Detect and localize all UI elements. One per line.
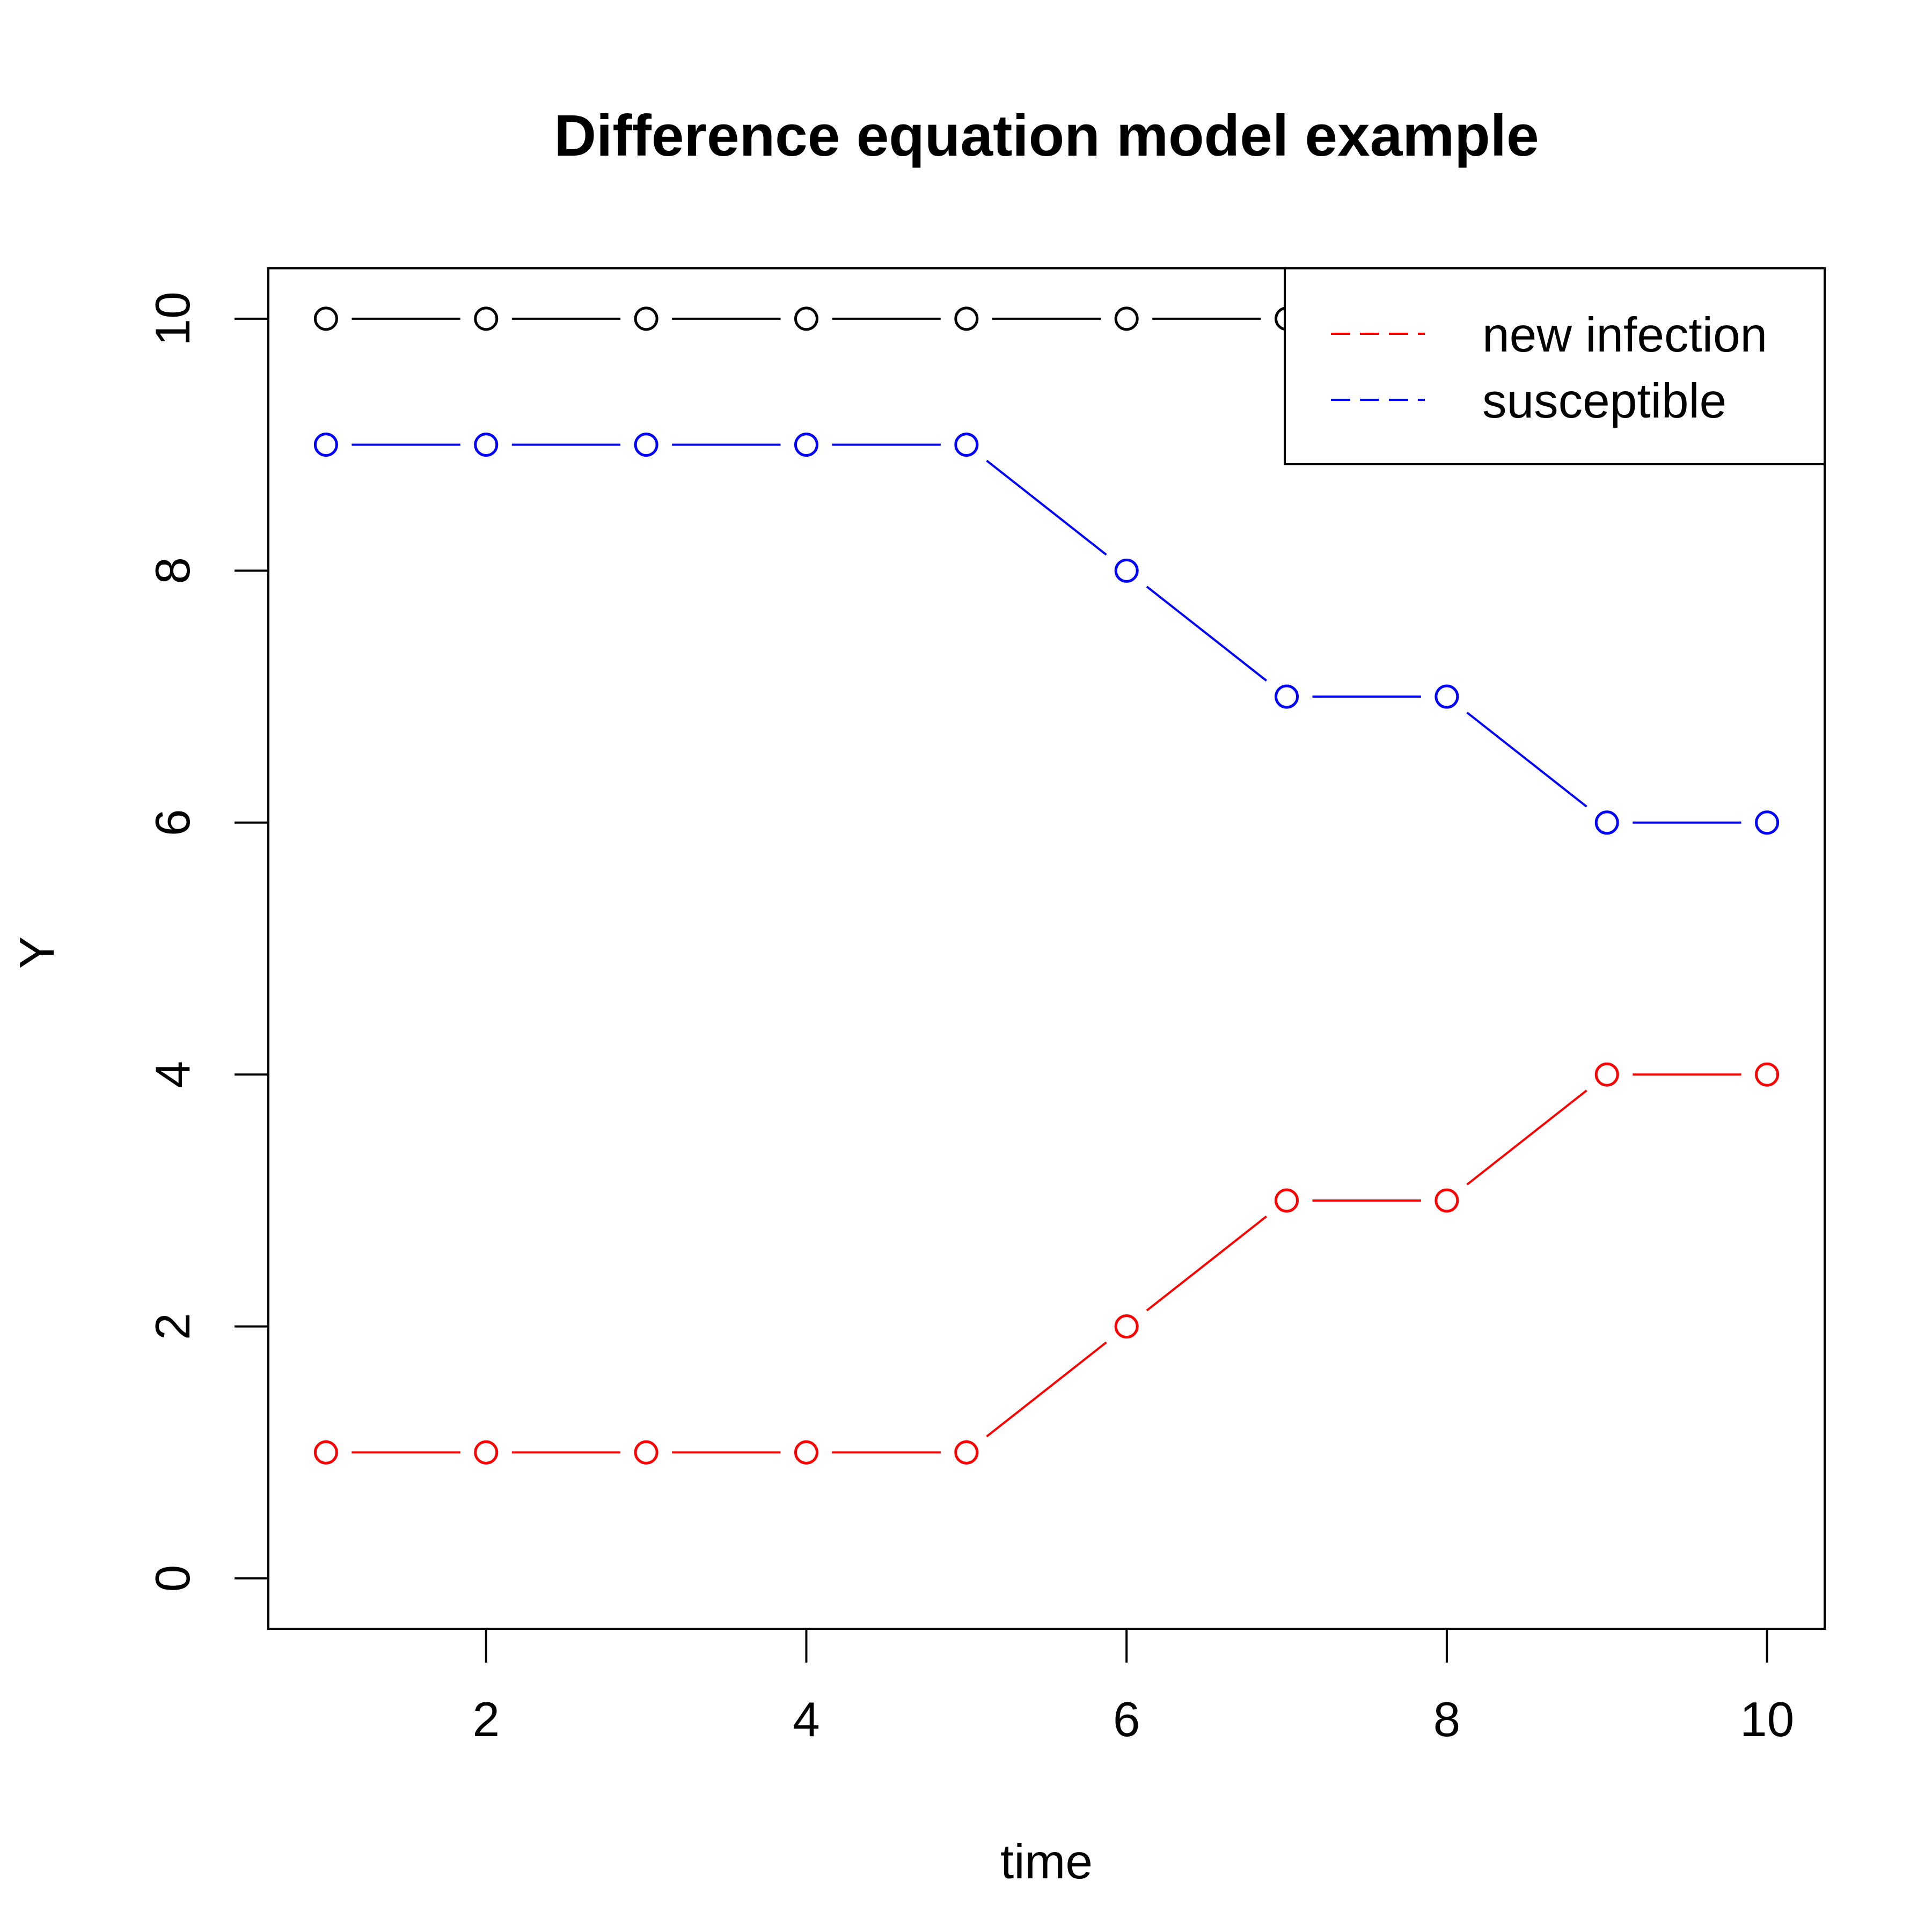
series-susceptible-point-4 [794,433,818,457]
series-susceptible-point-1 [313,433,338,457]
series-new-infection-segment-5 [986,1341,1107,1438]
series-new-infection-point-10 [1755,1062,1780,1087]
y-tick-label-8: 8 [146,557,200,584]
series-new-infection-point-4 [794,1440,818,1465]
plot-frame [267,267,1826,1630]
y-tick-label-4: 4 [146,1061,200,1088]
x-tick-label-2: 2 [472,1693,500,1747]
series-new-infection-point-6 [1114,1314,1139,1339]
series-total-point-2 [474,306,499,331]
series-new-infection-point-5 [954,1440,979,1465]
series-susceptible-point-8 [1435,684,1459,709]
series-susceptible-segment-8 [1466,712,1587,808]
series-new-infection-point-1 [313,1440,338,1465]
y-tick-label-2: 2 [146,1313,200,1340]
series-new-infection-point-3 [634,1440,658,1465]
series-new-infection [313,1062,1780,1465]
series-total-point-6 [1114,306,1139,331]
legend-label-new-infection: new infection [1482,308,1767,362]
series-susceptible-segment-5 [986,459,1107,556]
y-tick-label-10: 10 [146,291,200,346]
series-susceptible-point-3 [634,433,658,457]
series-new-infection-point-8 [1435,1188,1459,1213]
series-susceptible-point-2 [474,433,499,457]
series-susceptible-point-10 [1755,810,1780,835]
series-new-infection-point-9 [1594,1062,1619,1087]
legend-box [1284,267,1826,465]
x-tick-label-8: 8 [1433,1693,1461,1747]
y-tick-label-0: 0 [146,1565,200,1592]
x-tick-label-4: 4 [793,1693,820,1747]
series-susceptible-point-5 [954,433,979,457]
x-tick-label-6: 6 [1113,1693,1140,1747]
y-tick-label-6: 6 [146,809,200,836]
series-susceptible-point-7 [1275,684,1299,709]
series-new-infection-segment-8 [1466,1089,1587,1185]
series-new-infection-point-7 [1275,1188,1299,1213]
x-tick-label-10: 10 [1740,1693,1794,1747]
series-total-point-1 [313,306,338,331]
legend-label-susceptible: susceptible [1482,374,1726,428]
legend: new infection susceptible [1284,267,1826,465]
series-susceptible-point-6 [1114,558,1139,583]
chart-title: Difference equation model example [554,103,1539,169]
series-total-point-4 [794,306,818,331]
x-axis: 2 4 6 8 10 [472,1629,1794,1747]
series-layer [313,306,1780,1465]
series-total-point-5 [954,306,979,331]
series-susceptible-segment-6 [1146,586,1268,682]
y-axis-label: Y [10,936,64,969]
series-new-infection-segment-6 [1146,1216,1268,1312]
series-new-infection-point-2 [474,1440,499,1465]
series-susceptible [313,433,1780,835]
x-axis-label: time [1000,1835,1093,1889]
y-axis: 0 2 4 6 8 10 [146,291,268,1592]
series-total-point-3 [634,306,658,331]
series-susceptible-point-9 [1594,810,1619,835]
